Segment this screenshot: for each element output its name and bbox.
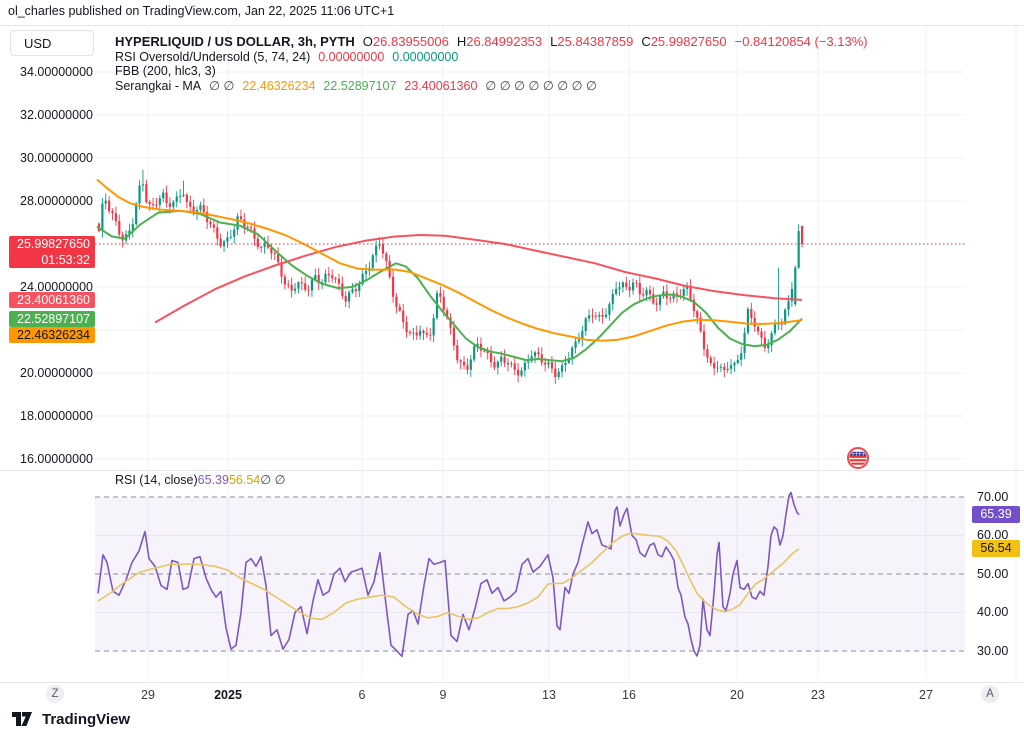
- rsi-value-label: 56.54: [972, 540, 1020, 558]
- tradingview-logo-icon: [12, 711, 32, 726]
- time-edge-marker: A: [981, 685, 999, 703]
- time-tick: 2025: [214, 688, 242, 702]
- time-tick: 20: [730, 688, 744, 702]
- low-value: 25.84387859: [557, 34, 634, 49]
- ma-price-label: 23.40061360: [9, 291, 95, 308]
- currency-button[interactable]: USD: [10, 30, 94, 56]
- empty-values: ∅ ∅ ∅ ∅ ∅ ∅ ∅ ∅: [485, 79, 597, 93]
- indicator-name: Serangkai - MA: [115, 79, 202, 93]
- high-value: 26.84992353: [466, 34, 543, 49]
- price-tick: 24.00000000: [20, 279, 93, 294]
- symbol-legend-row[interactable]: HYPERLIQUID / US DOLLAR, 3h, PYTH O26.83…: [115, 34, 868, 49]
- rsi-ma-value: 56.54: [228, 473, 261, 487]
- symbol-title: HYPERLIQUID / US DOLLAR, 3h, PYTH: [115, 34, 355, 49]
- rsi-tick: 60.00: [977, 528, 1009, 542]
- indicator-name: RSI (14, close): [115, 473, 198, 487]
- time-tick: 16: [622, 688, 636, 702]
- last-price-value: 25.99827650: [17, 237, 90, 252]
- published-attribution: ol_charles published on TradingView.com,…: [8, 4, 395, 18]
- rsi-band-indicator-row[interactable]: RSI Oversold/Undersold (5, 74, 24) 0.000…: [115, 50, 458, 64]
- change-value: −0.84120854 (−3.13%): [734, 34, 868, 49]
- empty-values: ∅ ∅: [209, 79, 235, 93]
- rsi-value-label: 65.39: [972, 506, 1020, 524]
- ma-red-200-line: [154, 234, 803, 324]
- empty-values: ∅ ∅: [260, 473, 286, 487]
- time-tick: 6: [358, 688, 366, 702]
- time-tick: 13: [542, 688, 556, 702]
- price-tick: 34.00000000: [20, 64, 93, 79]
- time-tick: 23: [811, 688, 825, 702]
- us-flag-marker[interactable]: [847, 447, 869, 469]
- fbb-indicator-row[interactable]: FBB (200, hlc3, 3): [115, 64, 216, 78]
- indicator-name: RSI Oversold/Undersold (5, 74, 24): [115, 50, 311, 64]
- rsi-line: [97, 491, 800, 658]
- tradingview-brand[interactable]: TradingView: [12, 711, 130, 728]
- candlestick-series: [97, 169, 804, 384]
- rsi-value: 65.39: [197, 473, 229, 487]
- rsi-tick: 40.00: [977, 605, 1009, 619]
- price-tick: 28.00000000: [20, 193, 93, 208]
- time-tick: 9: [439, 688, 447, 702]
- currency-button-label: USD: [24, 35, 52, 51]
- ma-value-red: 23.40061360: [404, 79, 478, 93]
- price-tick: 32.00000000: [20, 107, 93, 122]
- bar-countdown: 01:53:32: [41, 253, 90, 268]
- open-value: 26.83955006: [372, 34, 449, 49]
- ma-value-green: 22.52897107: [323, 79, 397, 93]
- rsi-tick: 50.00: [977, 566, 1009, 581]
- price-tick: 16.00000000: [20, 451, 93, 466]
- price-tick: 18.00000000: [20, 408, 93, 423]
- time-tick: 27: [919, 688, 933, 702]
- time-edge-marker: Z: [46, 685, 64, 703]
- ma-price-label: 22.52897107: [9, 310, 95, 327]
- ma-value-orange: 22.46326234: [242, 79, 316, 93]
- rsi-legend-row[interactable]: RSI (14, close) 65.39 56.54 ∅ ∅: [115, 472, 286, 487]
- indicator-value: 0.00000000: [318, 50, 385, 64]
- last-price-label: 25.99827650 01:53:32: [9, 236, 95, 269]
- time-tick: 29: [141, 688, 155, 702]
- ma-price-label: 22.46326234: [9, 326, 95, 343]
- rsi-band: [95, 496, 965, 652]
- indicator-value: 0.00000000: [392, 50, 459, 64]
- indicator-name: FBB (200, hlc3, 3): [115, 64, 216, 78]
- ma-green-line: [96, 209, 803, 363]
- serangkai-ma-row[interactable]: Serangkai - MA ∅ ∅ 22.46326234 22.528971…: [115, 78, 597, 93]
- rsi-ma-line: [97, 532, 800, 621]
- rsi-tick: 70.00: [977, 489, 1009, 504]
- brand-name: TradingView: [42, 711, 131, 728]
- close-value: 25.99827650: [650, 34, 727, 49]
- price-tick: 20.00000000: [20, 365, 93, 380]
- rsi-tick: 30.00: [977, 643, 1009, 658]
- price-tick: 30.00000000: [20, 150, 93, 165]
- ma-orange-line: [96, 178, 803, 342]
